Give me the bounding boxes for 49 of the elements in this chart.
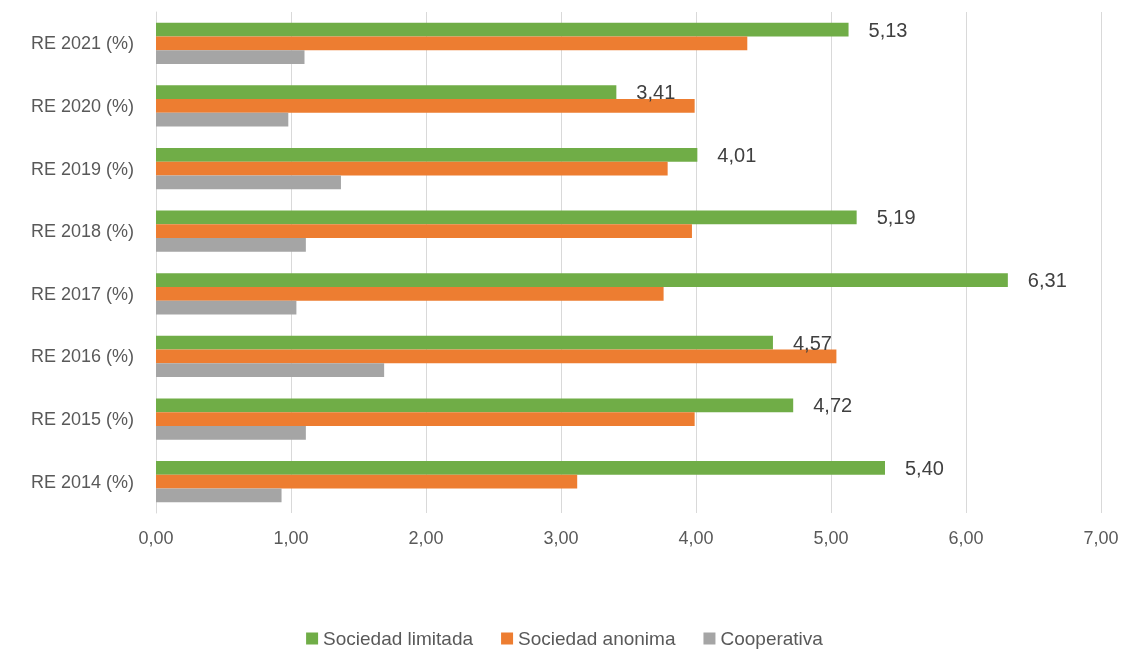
bar bbox=[156, 363, 385, 378]
x-tick-label: 5,00 bbox=[813, 528, 849, 548]
bar bbox=[156, 112, 289, 127]
bar bbox=[156, 161, 668, 176]
data-label: 6,31 bbox=[1027, 269, 1067, 292]
bar bbox=[156, 300, 297, 315]
y-tick-label: RE 2017 (%) bbox=[30, 283, 134, 304]
bar bbox=[156, 36, 748, 51]
x-tick-label: 6,00 bbox=[948, 528, 984, 548]
y-tick-label: RE 2018 (%) bbox=[30, 221, 134, 242]
y-tick-label: RE 2015 (%) bbox=[30, 409, 134, 430]
bar bbox=[156, 273, 1008, 287]
y-tick-label: RE 2020 (%) bbox=[30, 95, 134, 116]
bar bbox=[156, 412, 695, 426]
bar bbox=[156, 488, 282, 503]
y-tick-label: RE 2019 (%) bbox=[30, 158, 134, 179]
data-label: 5,40 bbox=[905, 456, 944, 479]
bar bbox=[156, 85, 617, 100]
bar bbox=[156, 210, 857, 225]
bar bbox=[156, 224, 692, 239]
data-label: 3,41 bbox=[636, 81, 676, 104]
bar bbox=[156, 50, 305, 64]
bar bbox=[156, 22, 849, 37]
data-label: 4,72 bbox=[813, 394, 853, 417]
x-tick-label: 0,00 bbox=[138, 528, 174, 548]
x-tick-label: 7,00 bbox=[1083, 528, 1119, 548]
legend-label: Cooperativa bbox=[720, 628, 824, 649]
bar bbox=[156, 238, 306, 252]
bar bbox=[156, 398, 794, 413]
legend-label: Sociedad limitada bbox=[323, 628, 474, 649]
x-tick-label: 2,00 bbox=[408, 528, 444, 548]
y-tick-label: RE 2021 (%) bbox=[30, 33, 134, 54]
legend-label: Sociedad anonima bbox=[518, 628, 676, 649]
x-tick-label: 1,00 bbox=[273, 528, 309, 548]
x-tick-label: 3,00 bbox=[543, 528, 579, 548]
data-label: 5,13 bbox=[868, 18, 908, 41]
bar bbox=[156, 474, 578, 489]
bar bbox=[156, 425, 306, 440]
bar bbox=[156, 286, 664, 301]
data-label: 4,01 bbox=[717, 143, 757, 166]
x-tick-label: 4,00 bbox=[678, 528, 714, 548]
bar bbox=[156, 147, 698, 162]
bar bbox=[156, 461, 885, 475]
data-label: 5,19 bbox=[876, 206, 916, 229]
data-label: 4,57 bbox=[792, 331, 832, 354]
bar bbox=[156, 175, 341, 190]
y-tick-label: RE 2014 (%) bbox=[30, 471, 134, 492]
y-tick-label: RE 2016 (%) bbox=[30, 346, 134, 367]
bar bbox=[156, 335, 773, 350]
